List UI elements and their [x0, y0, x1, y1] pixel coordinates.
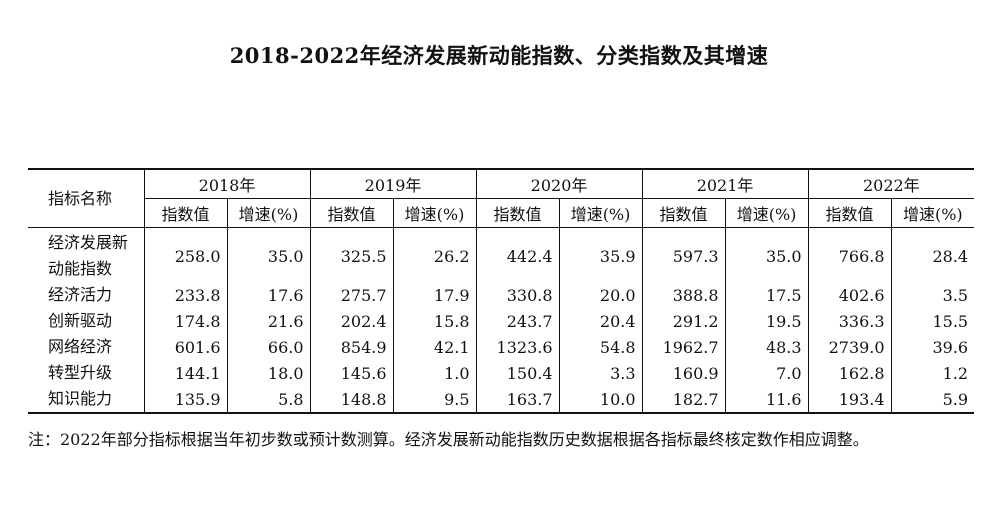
subheader-index: 指数值: [808, 198, 892, 228]
header-year: 2020年: [476, 168, 643, 199]
cell-index: 291.2: [642, 308, 726, 334]
row-name: 转型升级: [28, 360, 145, 386]
cell-growth: 15.5: [932, 311, 969, 331]
cell-growth: 7.0: [725, 360, 809, 386]
header-year: 2018年: [144, 168, 311, 199]
cell-index: 854.9: [310, 334, 394, 360]
cell-growth: 10.0: [559, 386, 643, 414]
cell-growth: 66.0: [227, 334, 311, 360]
cell-index: 336.3: [808, 308, 892, 334]
cell-growth: 26.2: [393, 227, 477, 282]
cell-index: 145.6: [310, 360, 394, 386]
cell-index: 148.8: [310, 386, 394, 414]
cell-index: 275.7: [310, 282, 394, 308]
cell-index: 150.4: [476, 360, 560, 386]
cell-index: 601.6: [144, 334, 228, 360]
cell-index: 193.4: [808, 386, 892, 414]
cell-growth: 21.6: [227, 308, 311, 334]
subheader-index: 指数值: [476, 198, 560, 228]
cell-growth: 28.4: [932, 246, 969, 266]
footnote: 注：2022年部分指标根据当年初步数或预计数测算。经济发展新动能指数历史数据根据…: [28, 430, 869, 449]
cell-index: 160.9: [642, 360, 726, 386]
header-year: 2019年: [310, 168, 477, 199]
cell-growth: 17.6: [227, 282, 311, 308]
table-row: 经济发展新 动能指数 258.0 35.0 325.5 26.2 442.4 35…: [28, 227, 974, 282]
subheader-index: 指数值: [642, 198, 726, 228]
cell-index: 2739.0: [808, 334, 892, 360]
cell-index: 162.8: [808, 360, 892, 386]
cell-index: 202.4: [310, 308, 394, 334]
cell-growth: 42.1: [393, 334, 477, 360]
cell-index: 597.3: [642, 227, 726, 282]
subheader-growth: 增速(%): [891, 198, 975, 228]
cell-growth: 19.5: [725, 308, 809, 334]
cell-growth: 35.0: [227, 227, 311, 282]
cell-index: 144.1: [144, 360, 228, 386]
cell-index: 766.8: [808, 227, 892, 282]
table-row: 创新驱动 174.8 21.6 202.4 15.8 243.7 20.4 29…: [28, 308, 974, 334]
cell-index: 163.7: [476, 386, 560, 414]
cell-growth: 17.5: [725, 282, 809, 308]
table-row: 知识能力 135.9 5.8 148.8 9.5 163.7 10.0 182.…: [28, 386, 975, 414]
row-name: 经济发展新 动能指数: [28, 227, 145, 282]
cell-index: 325.5: [310, 227, 394, 282]
cell-index: 402.6: [808, 282, 892, 308]
cell-index: 1962.7: [642, 334, 726, 360]
cell-growth: 39.6: [932, 337, 969, 357]
subheader-growth: 增速(%): [393, 198, 477, 228]
cell-index: 388.8: [642, 282, 726, 308]
data-table: 指标名称 2018年 2019年 2020年 2021年 2022年 指数值 增…: [28, 168, 975, 414]
cell-growth: 54.8: [559, 334, 643, 360]
cell-index: 442.4: [476, 227, 560, 282]
table-row: 转型升级 144.1 18.0 145.6 1.0 150.4 3.3 160.…: [28, 360, 974, 386]
cell-growth: 5.8: [227, 386, 311, 414]
subheader-growth: 增速(%): [725, 198, 809, 228]
header-year: 2021年: [642, 168, 809, 199]
cell-index: 1323.6: [476, 334, 560, 360]
cell-growth: 15.8: [393, 308, 477, 334]
cell-index: 182.7: [642, 386, 726, 414]
cell-growth: 48.3: [725, 334, 809, 360]
cell-growth: 5.9: [891, 386, 975, 414]
header-year: 2022年: [808, 168, 975, 199]
cell-index: 258.0: [144, 227, 228, 282]
row-name: 知识能力: [28, 386, 145, 414]
cell-index: 330.8: [476, 282, 560, 308]
cell-index: 135.9: [144, 386, 228, 414]
subheader-growth: 增速(%): [227, 198, 311, 228]
row-name: 经济活力: [28, 282, 145, 308]
page-title: 2018-2022年经济发展新动能指数、分类指数及其增速: [229, 43, 769, 68]
table-row: 经济活力 233.8 17.6 275.7 17.9 330.8 20.0 38…: [28, 282, 974, 308]
cell-growth: 1.2: [942, 363, 969, 383]
table-row: 网络经济 601.6 66.0 854.9 42.1 1323.6 54.8 1…: [28, 334, 974, 360]
cell-growth: 11.6: [725, 386, 809, 414]
header-indicator-name: 指标名称: [28, 168, 145, 228]
subheader-index: 指数值: [144, 198, 228, 228]
subheader-index: 指数值: [310, 198, 394, 228]
cell-growth: 1.0: [393, 360, 477, 386]
cell-growth: 3.3: [559, 360, 643, 386]
row-name: 创新驱动: [28, 308, 145, 334]
cell-growth: 17.9: [393, 282, 477, 308]
cell-index: 243.7: [476, 308, 560, 334]
cell-growth: 35.0: [725, 227, 809, 282]
cell-growth: 35.9: [559, 227, 643, 282]
subheader-growth: 增速(%): [559, 198, 643, 228]
cell-index: 174.8: [144, 308, 228, 334]
cell-growth: 20.4: [559, 308, 643, 334]
cell-growth: 3.5: [942, 285, 969, 305]
cell-growth: 20.0: [559, 282, 643, 308]
row-name: 网络经济: [28, 334, 145, 360]
cell-growth: 9.5: [393, 386, 477, 414]
cell-growth: 18.0: [227, 360, 311, 386]
cell-index: 233.8: [144, 282, 228, 308]
